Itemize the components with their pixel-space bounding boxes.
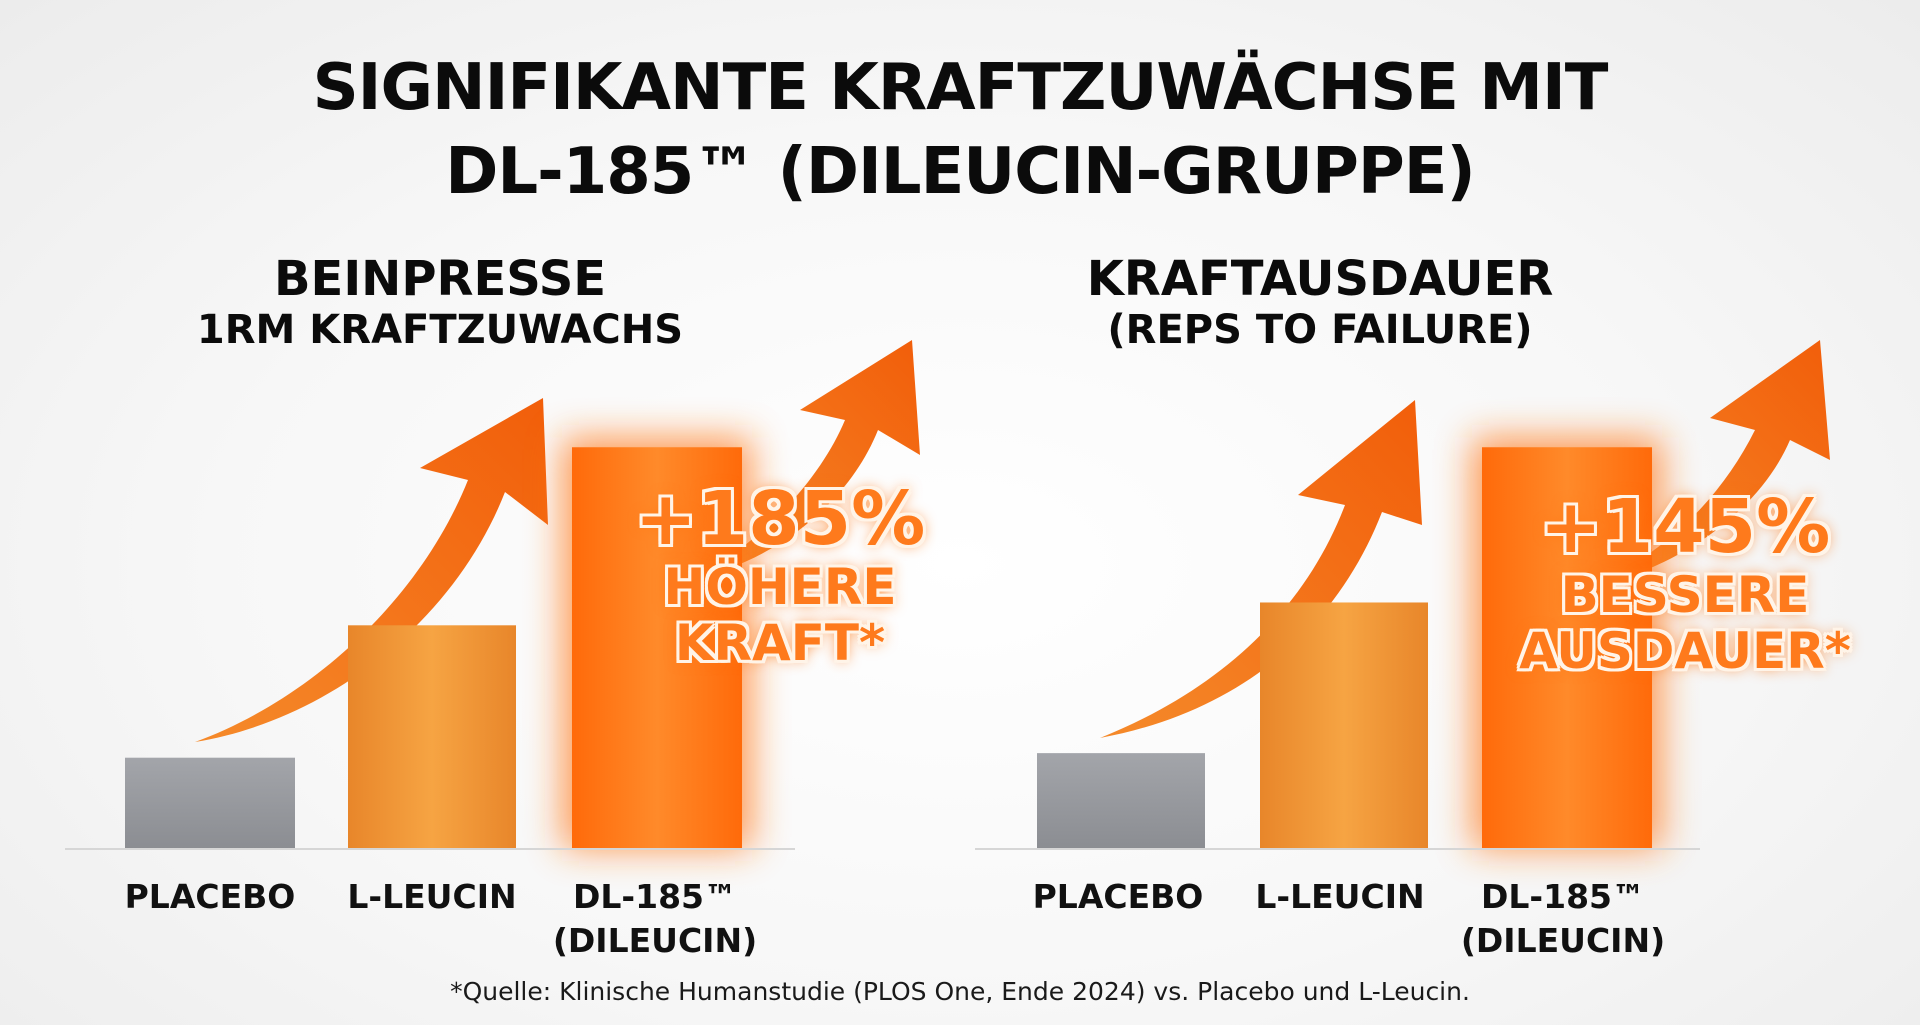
category-label-dl185: DL-185™ (DILEUCIN) (1460, 877, 1666, 960)
bar-l-leucin (1260, 602, 1428, 849)
growth-arrow-icon (690, 340, 920, 580)
callout-leg-press: +185% HÖHERE KRAFT* (610, 482, 950, 668)
callout-endurance: +145% BESSERE AUSDAUER* (1505, 490, 1865, 676)
panel-title-endurance: KRAFTAUSDAUER (1086, 251, 1554, 307)
source-footnote: *Quelle: Klinische Humanstudie (PLOS One… (450, 977, 1470, 1006)
growth-arrow-icon (195, 398, 548, 742)
category-label-dl185: DL-185™ (DILEUCIN) (552, 877, 758, 960)
callout-text-line-1: HÖHERE (663, 558, 897, 616)
arrows-layer (1100, 340, 1830, 738)
callout-text-line-1: BESSERE (1560, 566, 1810, 624)
growth-arrow-icon (1580, 340, 1830, 590)
callout-text-line-2: AUSDAUER* (1519, 622, 1851, 680)
callout-percent: +185% (634, 476, 926, 562)
bar-chart-leg-press (65, 340, 920, 850)
arrows-layer (195, 340, 920, 742)
bars-layer (125, 437, 752, 849)
bar-chart-endurance (975, 340, 1830, 850)
bar-dl185 (572, 447, 742, 849)
category-label-l-leucin: L-LEUCIN (1255, 877, 1425, 916)
callout-percent: +145% (1539, 484, 1831, 570)
category-label-placebo: PLACEBO (124, 877, 296, 916)
chart-title-line-2: DL-185™ (DILEUCIN-GRUPPE) (445, 135, 1475, 209)
category-label-l-leucin: L-LEUCIN (347, 877, 517, 916)
bar-placebo (125, 757, 295, 849)
bar-dl185 (1482, 447, 1652, 849)
growth-arrow-icon (1100, 400, 1422, 738)
panel-subtitle-endurance: (REPS TO FAILURE) (1107, 307, 1533, 353)
panel-leg-press: BEINPRESSE 1RM KRAFTZUWACHS (65, 251, 950, 960)
panel-subtitle-leg-press: 1RM KRAFTZUWACHS (196, 307, 684, 353)
bars-layer (1037, 437, 1662, 849)
category-label-placebo: PLACEBO (1032, 877, 1204, 916)
callout-text-line-2: KRAFT* (674, 614, 886, 672)
panel-title-leg-press: BEINPRESSE (273, 251, 607, 307)
bar-l-leucin (348, 625, 516, 849)
chart-title-line-1: SIGNIFIKANTE KRAFTZUWÄCHSE MIT (312, 51, 1609, 125)
panel-endurance: KRAFTAUSDAUER (REPS TO FAILURE) (960, 0, 1920, 1025)
bar-placebo (1037, 753, 1205, 849)
